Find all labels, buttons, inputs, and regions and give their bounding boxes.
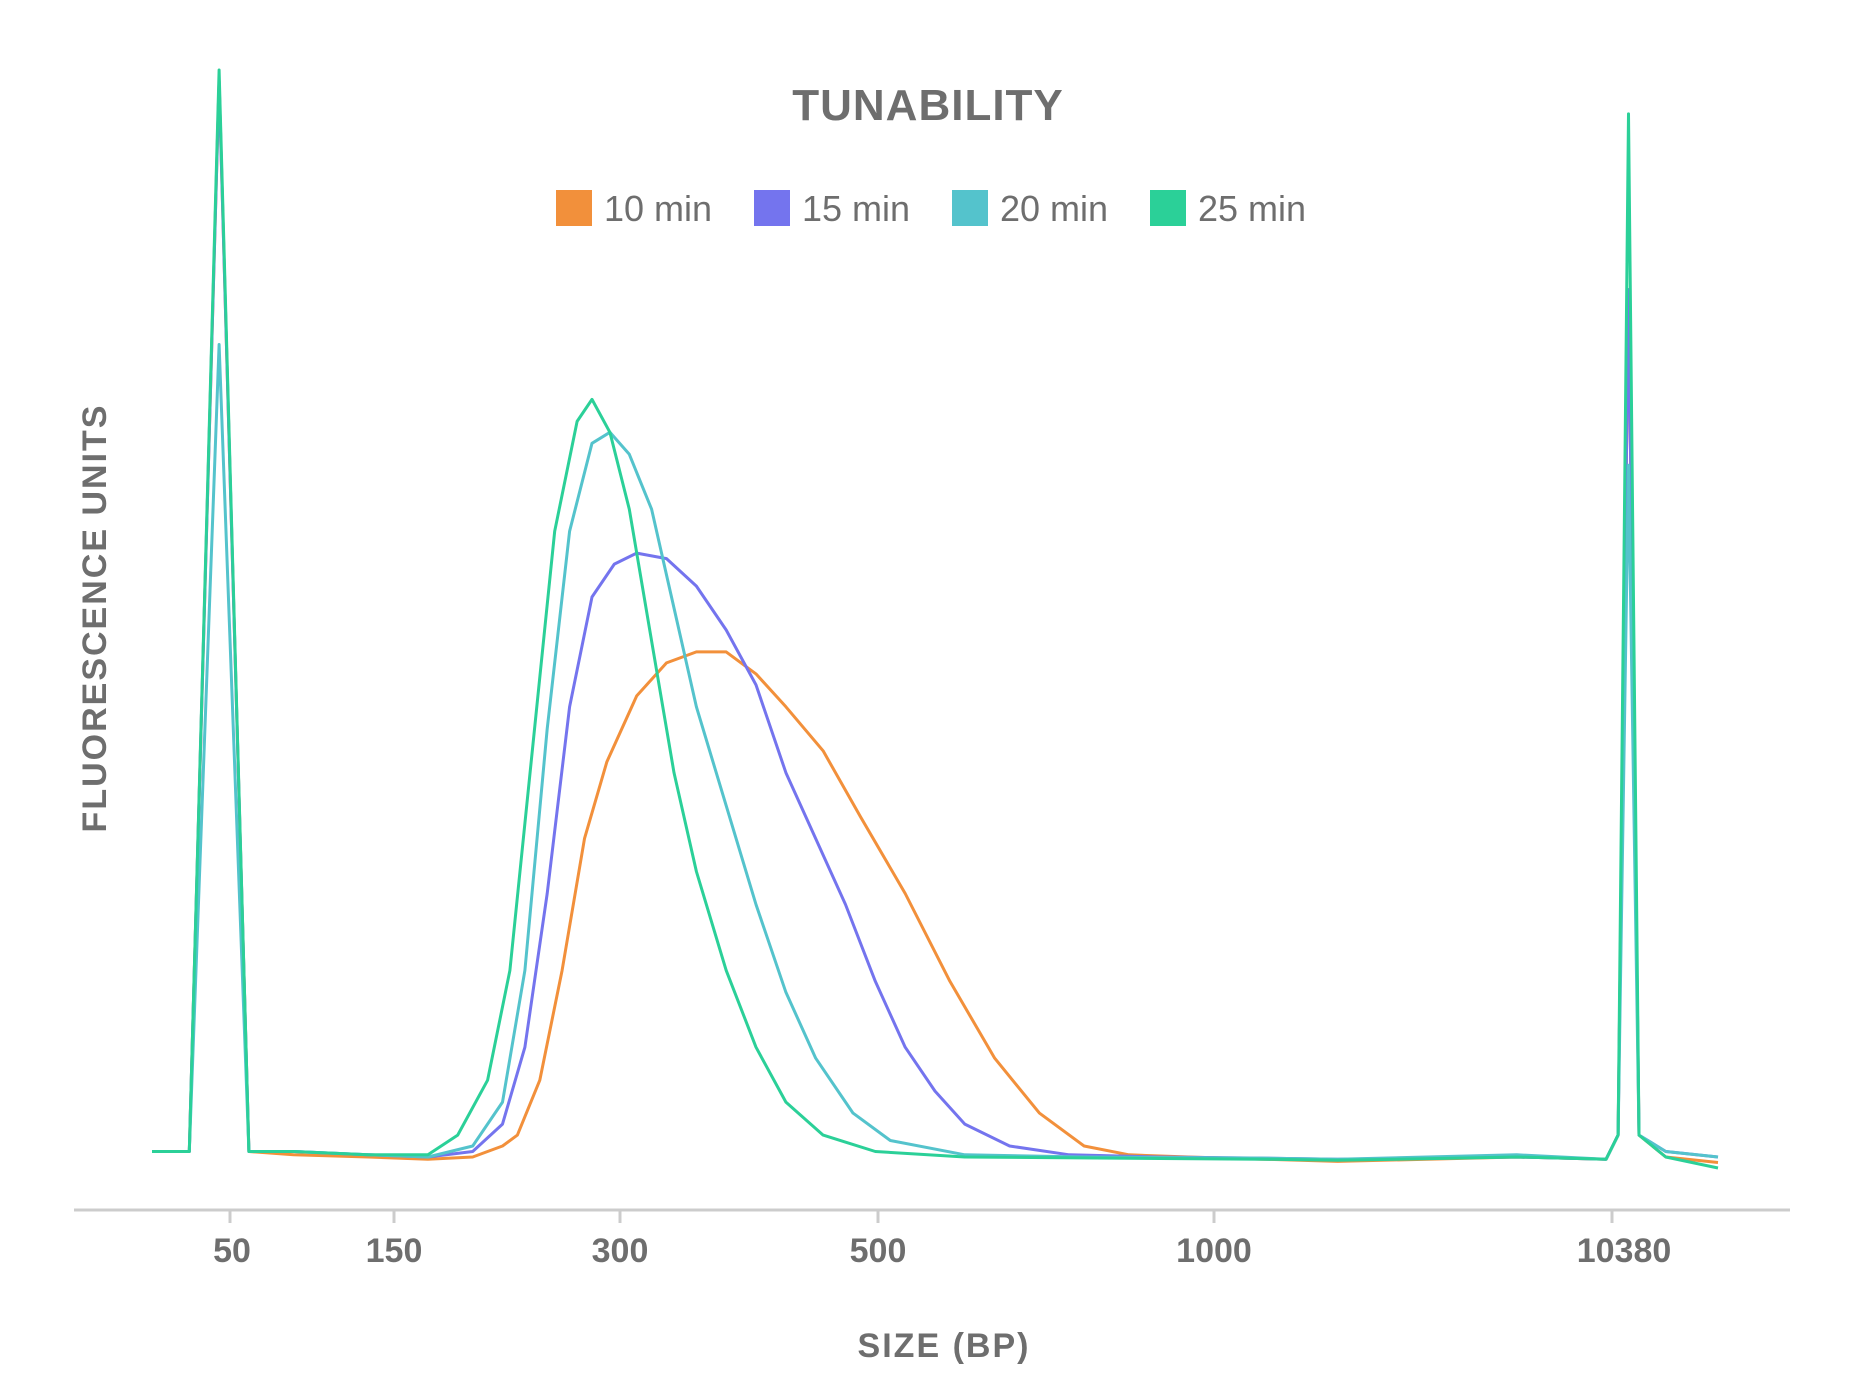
legend-swatch-10-min <box>556 190 592 226</box>
legend-swatch-25-min <box>1150 190 1186 226</box>
legend-label-20-min: 20 min <box>1000 188 1108 229</box>
x-tick-label: 50 <box>213 1232 251 1270</box>
x-axis-title: SIZE (BP) <box>858 1327 1031 1365</box>
legend-label-25-min: 25 min <box>1198 188 1306 229</box>
y-axis-title: FLUORESCENCE UNITS <box>76 404 114 833</box>
x-tick-label: 300 <box>592 1232 649 1270</box>
x-tick-label: 10380 <box>1577 1232 1672 1270</box>
x-tick-label: 1000 <box>1176 1232 1252 1270</box>
x-tick-label: 150 <box>366 1232 423 1270</box>
series-line-15-min <box>152 79 1719 1161</box>
legend-swatch-20-min <box>952 190 988 226</box>
legend: 10 min 15 min 20 min 25 min <box>556 188 1306 229</box>
series-line-25-min <box>152 68 1719 1170</box>
legend-swatch-15-min <box>754 190 790 226</box>
legend-label-15-min: 15 min <box>802 188 910 229</box>
chart-title: TUNABILITY <box>792 81 1064 130</box>
series-line-10-min <box>152 79 1719 1164</box>
series-group <box>152 68 1719 1170</box>
legend-label-10-min: 10 min <box>604 188 712 229</box>
x-ticks: 50 150 300 500 1000 10380 <box>213 1210 1671 1270</box>
series-line-20-min <box>152 343 1719 1161</box>
x-tick-label: 500 <box>850 1232 907 1270</box>
